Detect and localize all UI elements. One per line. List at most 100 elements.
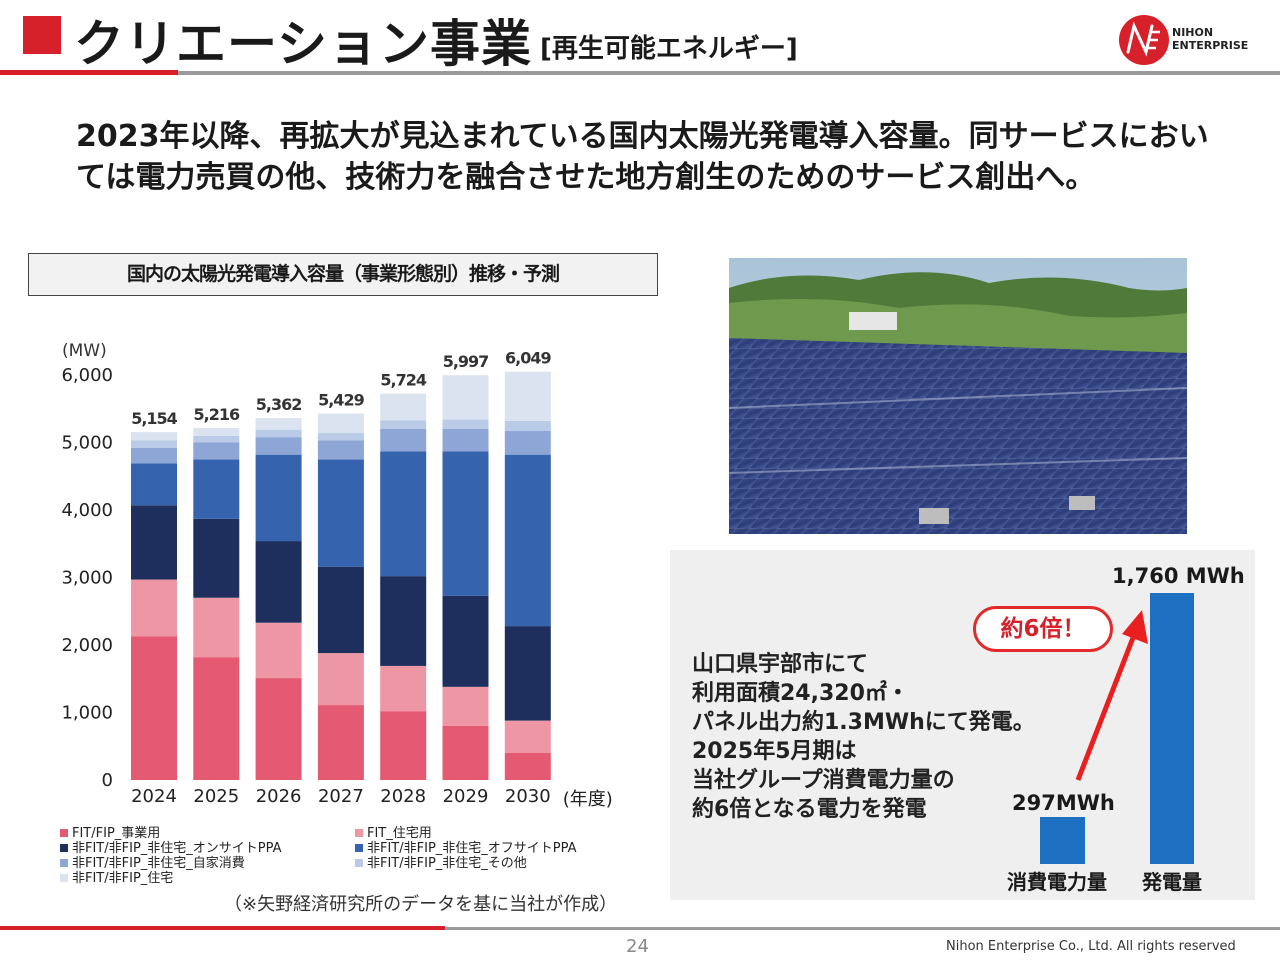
consumption-value: 297MWh xyxy=(1012,791,1115,815)
stacked-bar-chart: (MW) 0 1,000 2,000 3,000 4,000 5,000 6,000 5,154… xyxy=(61,341,613,810)
bar-segment xyxy=(131,463,177,506)
bar-segment xyxy=(504,431,551,455)
info-description: 山口県宇部市にて 利用面積24,320㎡・ パネル出力約1.3MWhにて発電。 … xyxy=(692,652,1035,822)
page-number: 24 xyxy=(626,936,649,957)
generation-bar xyxy=(1150,593,1194,864)
bar-segment xyxy=(380,711,427,780)
legend-swatch xyxy=(355,859,363,867)
multiplier-badge: 約6倍！ xyxy=(973,606,1113,652)
legend-swatch xyxy=(60,829,68,837)
x-tick-label: 2027 xyxy=(318,786,364,807)
legend-swatch xyxy=(355,844,363,852)
legend-swatch xyxy=(355,829,363,837)
logo-line-2: ENTERPRISE xyxy=(1172,39,1249,52)
chart-title-box: 国内の太陽光発電導入容量（事業形態別）推移・予測 xyxy=(28,253,658,296)
bar-segment xyxy=(442,686,489,726)
x-tick-label: 2024 xyxy=(131,786,177,807)
bar-total-label: 5,216 xyxy=(193,405,239,424)
bar-total-label: 6,049 xyxy=(505,349,551,368)
logo-line-1: NIHON xyxy=(1172,26,1214,39)
solar-farm-photo xyxy=(729,258,1187,534)
consumption-label: 消費電力量 xyxy=(1007,870,1107,894)
bar-segment xyxy=(255,418,302,430)
bar-segment xyxy=(442,726,489,780)
y-tick-label: 4,000 xyxy=(61,500,113,521)
bar-segment xyxy=(131,440,177,448)
legend-item: 非FIT/非FIP_非住宅_オンサイトPPA xyxy=(60,842,282,856)
bar-segment xyxy=(317,413,364,434)
bar-segment xyxy=(131,579,177,637)
legend-item: 非FIT/非FIP_非住宅_その他 xyxy=(355,857,527,871)
bar-segment xyxy=(442,429,489,452)
y-tick-label: 1,000 xyxy=(61,703,113,724)
bar-segment xyxy=(317,705,364,780)
bar-segment xyxy=(193,435,240,443)
y-tick-label: 5,000 xyxy=(61,433,113,454)
company-logo-wordmark: NIHON ENTERPRISE xyxy=(1172,26,1248,52)
legend-item: 非FIT/非FIP_非住宅_オフサイトPPA xyxy=(355,842,577,856)
bar-segment xyxy=(380,576,427,666)
bar-total-label: 5,724 xyxy=(380,371,426,390)
legend-label: 非FIT/非FIP_住宅 xyxy=(72,871,174,886)
bar-segment xyxy=(317,653,364,706)
bar-segment xyxy=(193,459,240,519)
bar-segment xyxy=(131,505,177,580)
bar-segment xyxy=(193,518,240,598)
bar-segment xyxy=(131,636,177,780)
legend-label: 非FIT/非FIP_非住宅_オンサイトPPA xyxy=(72,841,282,856)
bar-segment xyxy=(255,437,302,455)
bar-segment xyxy=(504,753,551,780)
bar-segment xyxy=(442,595,489,687)
legend-swatch xyxy=(60,874,68,882)
x-tick-label: 2028 xyxy=(380,786,426,807)
y-tick-label: 3,000 xyxy=(61,568,113,589)
bar-segment xyxy=(317,433,364,441)
bar-segment xyxy=(131,447,177,464)
legend-label: 非FIT/非FIP_非住宅_その他 xyxy=(367,856,527,871)
bar-segment xyxy=(442,451,489,596)
legend-label: FIT_住宅用 xyxy=(367,826,432,841)
bar-segment xyxy=(317,566,364,654)
header-rule-accent xyxy=(0,70,178,75)
generation-value: 1,760 MWh xyxy=(1112,564,1245,588)
bar-segment xyxy=(442,419,489,429)
bar-segment xyxy=(255,429,302,438)
title-marker xyxy=(23,16,61,54)
bar-segment xyxy=(504,626,551,721)
growth-arrow-icon xyxy=(1075,610,1148,781)
legend-swatch xyxy=(60,859,68,867)
bar-segment xyxy=(504,371,551,421)
x-tick-label: 2030 xyxy=(505,786,551,807)
bar-segment xyxy=(504,454,551,627)
y-tick-label: 6,000 xyxy=(61,365,113,386)
bar-segment xyxy=(255,622,302,679)
legend-item: 非FIT/非FIP_住宅 xyxy=(60,872,173,886)
footer-rule-accent xyxy=(0,926,445,930)
x-tick-label: 2025 xyxy=(193,786,239,807)
company-logo xyxy=(1119,15,1169,65)
bar-total-label: 5,154 xyxy=(131,409,177,428)
y-axis-unit-label: (MW) xyxy=(62,341,107,361)
legend-item: 非FIT/非FIP_非住宅_自家消費 xyxy=(60,857,245,871)
bar-segment xyxy=(255,454,302,542)
bar-segment xyxy=(317,459,364,567)
footer-rule xyxy=(445,927,1280,930)
bar-segment xyxy=(255,678,302,780)
bar-segment xyxy=(504,420,551,432)
legend-label: 非FIT/非FIP_非住宅_オフサイトPPA xyxy=(367,841,577,856)
bar-total-label: 5,429 xyxy=(318,391,364,410)
bar-segment xyxy=(380,393,427,421)
x-axis-suffix: (年度) xyxy=(563,789,613,810)
legend-label: 非FIT/非FIP_非住宅_自家消費 xyxy=(72,856,245,871)
chart-title: 国内の太陽光発電導入容量（事業形態別）推移・予測 xyxy=(126,263,560,285)
page-title: クリエーション事業 xyxy=(74,15,532,73)
chart-source-note: （※矢野経済研究所のデータを基に当社が作成） xyxy=(224,894,618,915)
bar-segment xyxy=(380,429,427,452)
page-subtitle: [再生可能エネルギー] xyxy=(540,34,798,64)
y-tick-label: 2,000 xyxy=(61,635,113,656)
bar-segment xyxy=(193,427,240,436)
legend-item: FIT_住宅用 xyxy=(355,827,432,841)
legend-swatch xyxy=(60,844,68,852)
bar-segment xyxy=(193,657,240,780)
bar-total-label: 5,997 xyxy=(443,352,489,371)
